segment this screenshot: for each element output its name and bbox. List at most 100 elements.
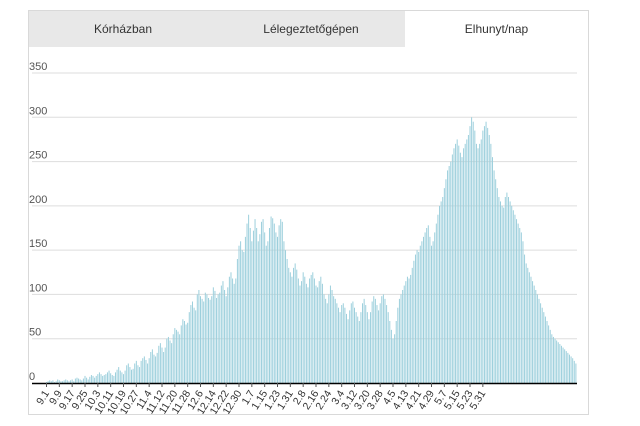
bar: [220, 285, 222, 383]
bar: [501, 205, 503, 383]
bar: [562, 347, 564, 383]
bar: [551, 334, 553, 383]
bar: [541, 307, 543, 383]
bar: [416, 250, 418, 383]
bar: [204, 292, 206, 383]
bar: [434, 232, 436, 383]
bar: [432, 241, 434, 383]
bar: [171, 343, 173, 383]
bar: [357, 316, 359, 383]
bar: [123, 374, 124, 383]
bar: [451, 154, 453, 383]
bar: [193, 307, 195, 383]
bar: [435, 223, 437, 383]
bar: [475, 143, 477, 383]
bar: [512, 210, 514, 383]
bar: [482, 130, 484, 383]
bar: [163, 352, 165, 383]
bar: [552, 336, 554, 383]
bar: [511, 205, 513, 383]
bar: [166, 338, 168, 383]
bar: [98, 372, 100, 383]
bar: [297, 278, 299, 383]
bar: [251, 241, 253, 383]
bar: [227, 287, 229, 383]
bar: [119, 370, 121, 383]
bar: [150, 352, 152, 383]
bar: [182, 319, 184, 383]
bar: [458, 145, 460, 383]
bar: [252, 230, 254, 383]
bar: [479, 143, 481, 383]
tab-korhazban[interactable]: Kórházban: [29, 11, 217, 47]
bar: [488, 135, 490, 383]
bar: [427, 225, 429, 383]
bar: [301, 281, 303, 383]
y-tick-label: 50: [29, 327, 41, 339]
bar: [135, 360, 137, 383]
bar: [422, 236, 424, 383]
bar: [397, 307, 399, 383]
bar: [65, 379, 67, 383]
bar: [439, 205, 441, 383]
bar: [172, 334, 174, 383]
bar: [474, 130, 476, 383]
bar: [536, 294, 538, 383]
bar: [544, 316, 546, 383]
bar: [296, 269, 298, 383]
bar: [331, 290, 333, 383]
bar: [524, 254, 526, 383]
bar: [392, 338, 394, 383]
bar: [260, 221, 262, 383]
bar: [508, 197, 510, 383]
bar: [374, 298, 376, 383]
tab-bar: Kórházban Lélegeztetőgépen Elhunyt/nap: [29, 11, 588, 47]
bar: [394, 334, 396, 383]
bar: [333, 296, 335, 383]
bar: [89, 376, 91, 383]
tab-elhunyt-nap[interactable]: Elhunyt/nap: [405, 11, 588, 47]
bars: [46, 117, 577, 384]
bar: [132, 368, 134, 383]
bar: [491, 157, 493, 383]
bar: [572, 358, 574, 383]
bar: [230, 272, 232, 383]
bar: [568, 354, 570, 383]
bar: [103, 375, 105, 383]
bar: [556, 340, 558, 383]
bar: [398, 298, 400, 383]
bar: [272, 218, 274, 383]
y-tick-label: 0: [29, 371, 35, 383]
bar: [94, 377, 96, 383]
bar: [100, 374, 102, 383]
bar: [66, 380, 68, 383]
bar: [49, 380, 51, 383]
bar: [339, 312, 341, 383]
bar: [140, 360, 142, 383]
bar: [256, 228, 258, 383]
bar: [464, 143, 466, 383]
bar: [60, 381, 62, 383]
bar: [155, 356, 157, 383]
bar: [495, 179, 497, 383]
bar: [514, 214, 516, 383]
bar: [305, 283, 307, 383]
bar: [386, 305, 388, 383]
bar: [249, 228, 251, 383]
bar: [78, 378, 80, 383]
bar: [68, 381, 70, 383]
x-axis-ticks: 9.19.99.179.2510.310.1110.1910.2711.411.…: [34, 383, 488, 414]
tab-lelegeztetogepen[interactable]: Lélegeztetőgépen: [217, 11, 405, 47]
bar: [299, 285, 301, 383]
bar: [347, 319, 349, 383]
bar: [151, 349, 153, 383]
bar: [411, 267, 413, 383]
bar: [370, 312, 372, 383]
bar: [350, 303, 352, 383]
bar: [153, 354, 155, 383]
bar: [134, 363, 136, 383]
bar: [520, 232, 522, 383]
bar: [410, 274, 412, 383]
bar: [114, 372, 116, 383]
bar: [522, 241, 524, 383]
